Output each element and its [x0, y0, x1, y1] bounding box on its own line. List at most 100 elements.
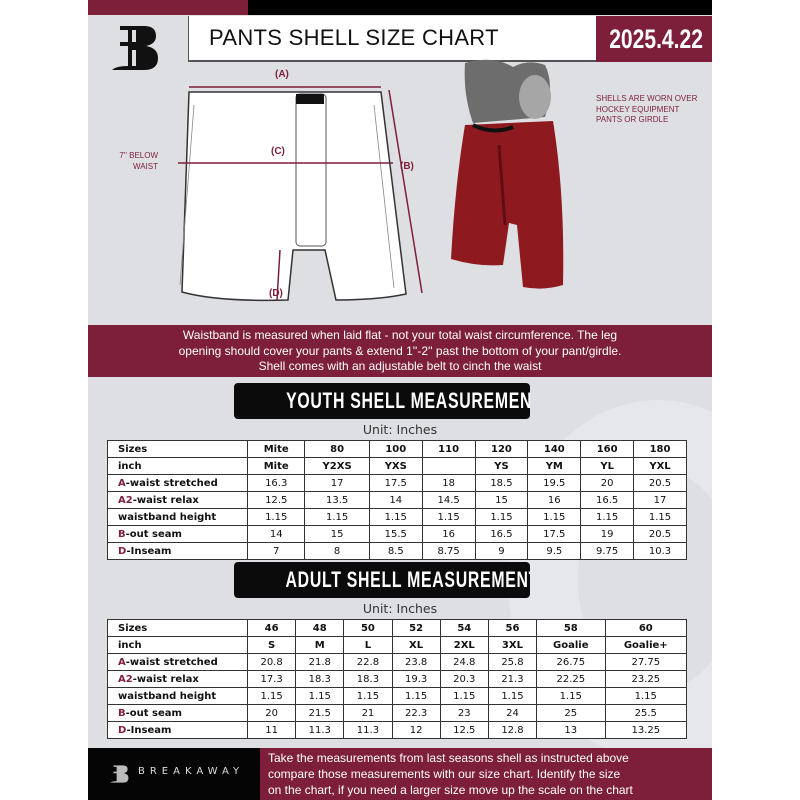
table-cell: YM: [527, 457, 582, 475]
table-cell: 1.15: [487, 687, 538, 705]
adult-heading-box: ADULT SHELL MEASUREMENTS: [234, 562, 530, 598]
size-chart-page: PANTS SHELL SIZE CHART 2025.4.22 (A) (C)…: [88, 0, 712, 800]
table-cell: 18.3: [343, 670, 393, 688]
top-strip-accent: [88, 0, 248, 15]
date-text: 2025.4.22: [609, 24, 703, 54]
table-cell: 16: [421, 525, 476, 543]
footer-brand-name: BREAKAWAY: [138, 766, 245, 777]
table-cell: 23: [439, 704, 489, 722]
row-label: B-out seam: [107, 525, 248, 543]
row-label-text: Sizes: [118, 622, 148, 634]
table-cell: S: [246, 636, 297, 654]
table-cell: YL: [580, 457, 635, 475]
table-cell: 3XL: [487, 636, 538, 654]
table-cell: 24: [487, 704, 538, 722]
table-cell: 1.15: [633, 508, 687, 526]
breakaway-logo-icon: [112, 26, 158, 70]
table-cell: 1.15: [421, 508, 476, 526]
table-cell: 20.8: [246, 653, 297, 671]
table-row: inch S M L XL 2XL 3XL Goalie Goalie+: [107, 636, 688, 654]
table-cell: 17: [304, 474, 370, 492]
table-cell: 7: [246, 542, 306, 560]
label-b: (B): [400, 161, 414, 172]
title-box: PANTS SHELL SIZE CHART: [188, 16, 596, 62]
shell-measurement-diagram: [178, 86, 423, 302]
table-cell: XL: [391, 636, 441, 654]
row-label: Sizes: [107, 619, 248, 637]
table-cell: 1.15: [368, 508, 423, 526]
table-cell: 1.15: [295, 687, 345, 705]
table-cell: 20.3: [439, 670, 489, 688]
table-cell: 13.5: [304, 491, 370, 509]
table-cell: 46: [246, 619, 297, 637]
table-cell: 25.5: [604, 704, 688, 722]
table-cell: [421, 457, 476, 475]
table-cell: 12.5: [439, 721, 489, 739]
measure-line-d: [276, 249, 281, 301]
table-cell: 1.15: [391, 687, 441, 705]
row-label: Sizes: [107, 440, 248, 458]
table-cell: 22.25: [536, 670, 606, 688]
table-cell: 12.8: [487, 721, 538, 739]
info-line: opening should cover your pants & extend…: [178, 343, 622, 358]
table-cell: 21.3: [487, 670, 538, 688]
table-cell: 15.5: [368, 525, 423, 543]
table-row: inch Mite Y2XS YXS YS YM YL YXL: [107, 457, 687, 475]
table-row: Sizes 46 48 50 52 54 56 58 60: [107, 619, 688, 637]
table-cell: 19.5: [527, 474, 582, 492]
table-row: B-out seam 20 21.5 21 22.3 23 24 25 25.5: [107, 704, 688, 722]
row-label-prefix: B: [118, 707, 126, 719]
table-cell: 50: [343, 619, 393, 637]
table-cell: 56: [487, 619, 538, 637]
row-label-text: -Inseam: [126, 545, 172, 557]
table-cell: 8.5: [368, 542, 423, 560]
table-cell: 19: [580, 525, 635, 543]
table-cell: 18.5: [474, 474, 529, 492]
row-label-prefix: D: [118, 545, 127, 557]
row-label-text: -Inseam: [126, 724, 172, 736]
row-label-prefix: A2: [118, 673, 133, 685]
table-row: A-waist stretched 16.3 17 17.5 18 18.5 19.5 20 2…: [107, 474, 687, 492]
footer-line: on the chart, if you need a larger size …: [268, 783, 633, 797]
table-cell: 26.75: [536, 653, 606, 671]
label-d: (D): [269, 288, 283, 299]
table-cell: 9.5: [527, 542, 582, 560]
table-row: Sizes Mite 80 100 110 120 140 160 180: [107, 440, 687, 458]
footer-instructions: Take the measurements from last seasons …: [260, 748, 712, 800]
table-cell: 10.3: [633, 542, 687, 560]
waistband-info-band: Waistband is measured when laid flat - n…: [88, 325, 712, 377]
row-label-text: -out seam: [125, 707, 182, 719]
table-cell: 17.5: [368, 474, 423, 492]
table-cell: 14.5: [421, 491, 476, 509]
adult-heading: ADULT SHELL MEASUREMENTS: [285, 567, 530, 592]
table-cell: 140: [527, 440, 582, 458]
adult-size-table: Sizes 46 48 50 52 54 56 58 60 inch S M L XL 2XL 3XL Goal…: [107, 619, 688, 739]
table-cell: 25: [536, 704, 606, 722]
table-cell: 24.8: [439, 653, 489, 671]
row-label: B-out seam: [107, 704, 248, 722]
youth-unit: Unit: Inches: [362, 422, 438, 437]
row-label-prefix: D: [118, 724, 127, 736]
table-row: A-waist stretched 20.8 21.8 22.8 23.8 24.8 25.…: [107, 653, 688, 671]
row-label-text: -waist stretched: [125, 656, 218, 668]
table-cell: YXS: [368, 457, 423, 475]
label-a: (A): [275, 69, 289, 80]
table-cell: 21.8: [295, 653, 345, 671]
table-cell: 12: [391, 721, 441, 739]
top-strip-dark: [248, 0, 712, 15]
table-cell: 8.75: [421, 542, 476, 560]
row-label: A2-waist relax: [107, 491, 248, 509]
row-label-text: inch: [118, 460, 142, 472]
table-cell: 15: [304, 525, 370, 543]
page-title: PANTS SHELL SIZE CHART: [209, 25, 499, 50]
table-cell: L: [343, 636, 393, 654]
table-cell: 100: [368, 440, 423, 458]
table-cell: 19.3: [391, 670, 441, 688]
table-row: waistband height 1.15 1.15 1.15 1.15 1.15 1.15…: [107, 687, 688, 705]
table-cell: 14: [246, 525, 306, 543]
table-cell: Mite: [246, 457, 306, 475]
table-cell: 12.5: [246, 491, 306, 509]
table-cell: 1.15: [304, 508, 370, 526]
table-cell: YXL: [633, 457, 687, 475]
date-badge: 2025.4.22: [596, 16, 712, 62]
